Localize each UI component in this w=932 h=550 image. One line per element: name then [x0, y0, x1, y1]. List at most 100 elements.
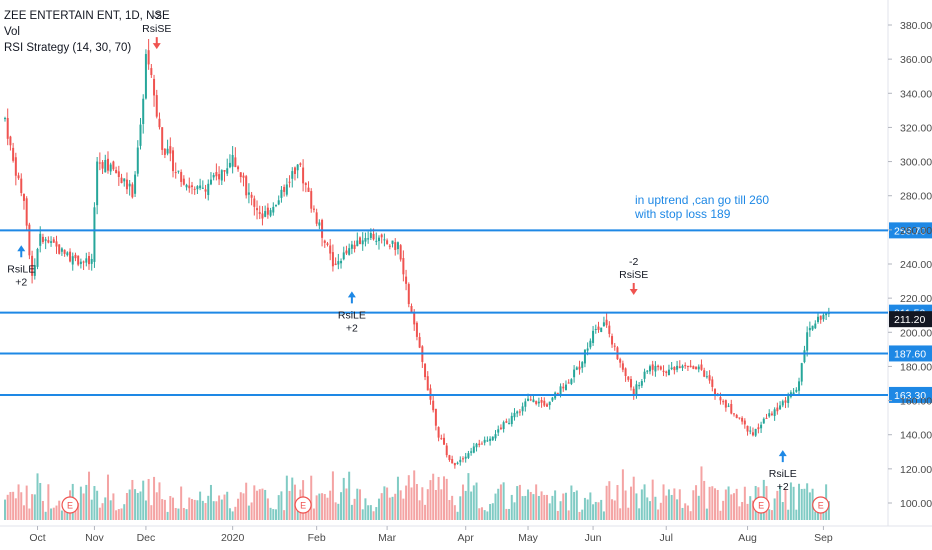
earnings-marker[interactable] — [61, 496, 79, 514]
candle — [315, 212, 318, 224]
price-tick-label: 380.00 — [900, 20, 932, 32]
candle — [109, 164, 112, 172]
candle — [564, 384, 567, 391]
volume-bar — [667, 489, 670, 520]
volume-bar — [386, 487, 389, 520]
volume-bar — [497, 488, 500, 520]
level-price-badge[interactable] — [889, 386, 932, 403]
volume-bar — [651, 479, 654, 520]
volume-bar — [632, 476, 635, 520]
volume-bar — [697, 495, 700, 520]
candle — [714, 389, 717, 395]
volume-bar — [611, 499, 614, 520]
volume-indicator-label[interactable]: Vol — [4, 26, 20, 38]
trend-annotation[interactable]: in uptrend ,can go till 260 with stop lo… — [635, 193, 769, 221]
volume-bar — [218, 495, 221, 520]
volume-bar — [808, 492, 811, 520]
price-tick-label: 320.00 — [900, 122, 932, 134]
volume-bar — [25, 485, 28, 520]
volume-bar — [529, 491, 532, 520]
candle — [209, 179, 212, 185]
volume-bar — [98, 507, 101, 520]
time-tick-label: Nov — [85, 532, 104, 544]
volume-bar — [581, 509, 584, 520]
candle — [695, 366, 698, 370]
candle — [578, 366, 581, 370]
earnings-marker-label: E — [758, 501, 764, 511]
candle — [459, 459, 462, 463]
candle — [600, 327, 603, 332]
candle — [147, 50, 150, 65]
candle — [781, 401, 784, 406]
sell-signal-label: RsiSE — [619, 269, 648, 281]
candle — [814, 323, 817, 329]
candle — [182, 178, 185, 185]
candle — [581, 362, 584, 368]
volume-bar — [172, 497, 175, 520]
time-axis[interactable]: Oct Nov Dec 2020 Feb Mar Apr May Jun Jul Aug Sep — [29, 526, 833, 544]
candle — [161, 127, 164, 150]
candle — [611, 336, 614, 345]
candle — [375, 240, 378, 242]
level-price-badge[interactable] — [889, 222, 932, 239]
candle — [201, 187, 204, 189]
candle — [172, 150, 175, 172]
candle — [678, 366, 681, 369]
candle — [199, 185, 202, 189]
candle — [662, 370, 665, 372]
volume-bar — [727, 486, 730, 520]
volume-bar — [253, 485, 256, 520]
strategy-indicator-label[interactable]: RSI Strategy (14, 30, 70) — [4, 42, 132, 54]
candle — [74, 254, 77, 259]
last-price-badge[interactable] — [889, 311, 932, 328]
volume-bar — [39, 482, 42, 520]
symbol-title[interactable]: ZEE ENTERTAIN ENT, 1D, NSE — [4, 10, 170, 22]
volume-bar — [6, 494, 9, 520]
volume-bar — [375, 507, 378, 520]
volume-bar — [643, 484, 646, 520]
volume-bar — [144, 500, 147, 520]
volume-bar — [605, 485, 608, 520]
price-tick-label: 220.00 — [900, 293, 932, 305]
candle — [543, 400, 546, 406]
candle — [239, 172, 242, 178]
candle — [730, 403, 733, 414]
candle — [31, 255, 34, 276]
earnings-marker[interactable] — [812, 496, 830, 514]
volume-bar — [554, 490, 557, 520]
volume-bar — [20, 492, 23, 520]
volume-bars — [4, 466, 830, 520]
volume-bar — [356, 488, 359, 520]
level-price-badge[interactable] — [889, 345, 932, 362]
volume-bar — [14, 498, 17, 520]
volume-bar — [383, 486, 386, 520]
candle — [822, 314, 825, 320]
candle — [372, 233, 375, 240]
volume-bar — [231, 511, 234, 520]
price-tick-label: 200.00 — [900, 327, 932, 339]
volume-bar — [245, 482, 248, 520]
volume-bar — [396, 476, 399, 520]
candle — [12, 147, 15, 161]
volume-bar — [551, 495, 554, 520]
volume-bar — [575, 490, 578, 520]
volume-bar — [361, 509, 364, 520]
earnings-marker[interactable] — [294, 496, 312, 514]
candle — [811, 325, 814, 330]
volume-bar — [315, 495, 318, 520]
buy-signal-qty: +2 — [777, 481, 789, 493]
buy-arrow-icon — [347, 291, 356, 298]
volume-bar — [150, 505, 153, 520]
earnings-marker[interactable] — [752, 496, 770, 514]
candle — [489, 438, 492, 441]
candle — [651, 364, 654, 370]
candle — [283, 186, 286, 192]
volume-bar — [472, 485, 475, 520]
candle — [638, 385, 641, 387]
candle — [792, 392, 795, 395]
price-axis[interactable]: 380.00 360.00 340.00 320.00 300.00 280.00 260.… — [888, 20, 932, 510]
candle — [150, 68, 153, 76]
